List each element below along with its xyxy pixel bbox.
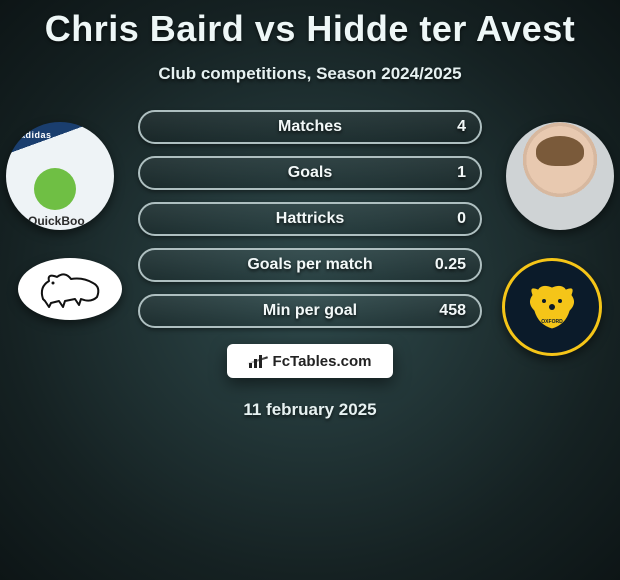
stat-label: Goals <box>288 164 332 182</box>
brand-label: FcTables.com <box>273 353 372 370</box>
ox-icon: OXFORD <box>522 277 582 337</box>
stat-label: Hattricks <box>276 210 344 228</box>
stat-row: Matches 4 <box>138 110 482 144</box>
stat-row: Hattricks 0 <box>138 202 482 236</box>
player-right-avatar <box>506 122 614 230</box>
stat-label: Min per goal <box>263 302 357 320</box>
page-subtitle: Club competitions, Season 2024/2025 <box>0 64 620 84</box>
brand-badge[interactable]: FcTables.com <box>227 344 394 378</box>
player-left-avatar: adidas <box>6 122 114 230</box>
stat-row: Goals 1 <box>138 156 482 190</box>
bar-chart-icon <box>249 354 267 368</box>
stat-value: 0 <box>457 210 466 228</box>
stat-value: 4 <box>457 118 466 136</box>
stat-value: 458 <box>439 302 466 320</box>
club-right-logo: OXFORD <box>502 258 602 356</box>
stat-row: Goals per match 0.25 <box>138 248 482 282</box>
stats-list: Matches 4 Goals 1 Hattricks 0 Goals per … <box>138 110 482 328</box>
stat-label: Goals per match <box>247 256 372 274</box>
adidas-label: adidas <box>20 130 52 140</box>
club-left-logo <box>18 258 122 320</box>
stat-row: Min per goal 458 <box>138 294 482 328</box>
stat-label: Matches <box>278 118 342 136</box>
face-graphic <box>506 122 614 230</box>
page-title: Chris Baird vs Hidde ter Avest <box>0 0 620 50</box>
jersey-graphic: adidas <box>6 122 114 230</box>
stat-value: 0.25 <box>435 256 466 274</box>
stat-value: 1 <box>457 164 466 182</box>
ram-icon <box>35 269 105 309</box>
page-date: 11 february 2025 <box>0 400 620 420</box>
svg-text:OXFORD: OXFORD <box>541 319 563 325</box>
